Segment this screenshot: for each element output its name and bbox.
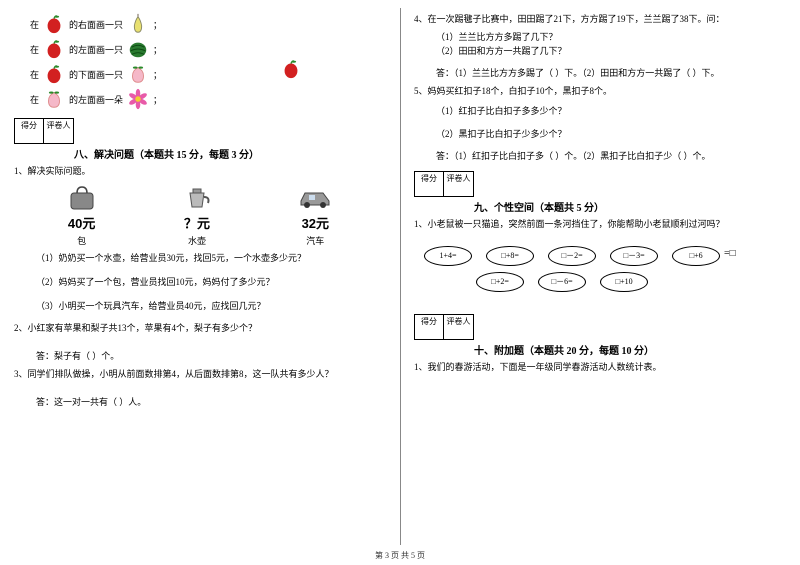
relation-text: 的下面画一只 (69, 68, 123, 81)
bag-price: 40元 (68, 213, 95, 232)
q3-answer: 答：这一对一共有（ ）人。 (36, 395, 386, 409)
q4-answer: 答：（1）兰兰比方方多踢了（ ）下。（2）田田和方方一共踢了（ ）下。 (436, 66, 786, 80)
q4-sub2: （2）田田和方方一共踢了几下？ (436, 44, 786, 58)
river-bubbles: 1+4= □+8= □－2= □－3= □+6 □+2= □－6= □+10 =… (424, 240, 786, 300)
left-column: 在 的右面画一只 ；在 的左面画一只 ；在 的下面画一只 ；在 的左面画一朵 ；… (0, 0, 400, 565)
grader-cell: 评卷人 (444, 171, 474, 197)
apple-icon (43, 38, 65, 60)
bubble: □+6 (672, 246, 720, 266)
position-row: 在 的右面画一只 ； (30, 13, 386, 35)
question-3: 3、同学们排队做操，小明从前面数排第4，从后面数排第8，这一队共有多少人？ (14, 368, 386, 382)
prefix-text: 在 (30, 93, 39, 106)
bubble: □+8= (486, 246, 534, 266)
semicolon: ； (153, 93, 162, 106)
flower-icon (127, 88, 149, 110)
bag-label: 包 (77, 234, 86, 247)
pear-icon (127, 13, 149, 35)
right-column: 4、在一次踢毽子比赛中，田田踢了21下，方方踢了19下，兰兰踢了38下。问： （… (400, 0, 800, 565)
kettle-icon (180, 183, 214, 211)
section-9-title: 九、个性空间（本题共 5 分） (474, 199, 786, 214)
car-price: 32元 (302, 213, 329, 232)
question-5: 5、妈妈买红扣子18个，白扣子10个，黑扣子8个。 (414, 85, 786, 99)
peach-icon (43, 88, 65, 110)
q9-1: 1、小老鼠被一只猫追，突然前面一条河挡住了，你能帮助小老鼠顺利过河吗？ (414, 218, 786, 232)
bubble: □－6= (538, 272, 586, 292)
section-8-title: 八、解决问题（本题共 15 分，每题 3 分） (74, 146, 386, 161)
apple-icon (43, 63, 65, 85)
score-cell: 得分 (14, 118, 44, 144)
semicolon: ； (153, 68, 162, 81)
prefix-text: 在 (30, 68, 39, 81)
q4-sub1: （1）兰兰比方方多踢了几下？ (436, 30, 786, 44)
q1-sub1: （1）奶奶买一个水壶，给营业员30元，找回5元，一个水壶多少元？ (36, 251, 386, 265)
relation-text: 的左面画一只 (69, 43, 123, 56)
watermelon-icon (127, 38, 149, 60)
item-bag: 40元 包 (65, 183, 99, 247)
kettle-price: ？元 (184, 213, 210, 232)
car-label: 汽车 (306, 234, 324, 247)
q1-sub3: （3）小明买一个玩具汽车，给营业员40元，应找回几元？ (36, 299, 386, 313)
score-box-2: 得分 评卷人 (414, 171, 786, 197)
question-4: 4、在一次踢毽子比赛中，田田踢了21下，方方踢了19下，兰兰踢了38下。问： (414, 13, 786, 27)
q5-answer: 答：（1）红扣子比白扣子多（ ）个。（2）黑扣子比白扣子少（ ）个。 (436, 149, 786, 163)
score-cell: 得分 (414, 171, 444, 197)
items-row: 40元 包 ？元 水壶 32元 汽车 (24, 183, 376, 247)
q10-1: 1、我们的春游活动，下面是一年级同学春游活动人数统计表。 (414, 361, 786, 375)
bubble: □－2= (548, 246, 596, 266)
kettle-label: 水壶 (188, 234, 206, 247)
relation-text: 的右面画一只 (69, 18, 123, 31)
q5-sub2: （2）黑扣子比白扣子少多少个？ (436, 127, 786, 141)
floating-apple-icon (280, 58, 302, 82)
semicolon: ； (153, 43, 162, 56)
peach-icon (127, 63, 149, 85)
section-10-title: 十、附加题（本题共 20 分，每题 10 分） (474, 342, 786, 357)
bag-icon (65, 183, 99, 211)
prefix-text: 在 (30, 43, 39, 56)
apple-icon (43, 13, 65, 35)
question-1: 1、解决实际问题。 (14, 165, 386, 179)
grader-cell: 评卷人 (44, 118, 74, 144)
q1-sub2: （2）妈妈买了一个包，营业员找回10元，妈妈付了多少元？ (36, 275, 386, 289)
position-row: 在 的下面画一只 ； (30, 63, 386, 85)
semicolon: ； (153, 18, 162, 31)
bubble: 1+4= (424, 246, 472, 266)
eq-end: =□ (724, 248, 736, 259)
score-box-3: 得分 评卷人 (414, 314, 786, 340)
q2-answer: 答：梨子有（ ）个。 (36, 349, 386, 363)
relation-text: 的左面画一朵 (69, 93, 123, 106)
prefix-text: 在 (30, 18, 39, 31)
item-car: 32元 汽车 (295, 183, 335, 247)
item-kettle: ？元 水壶 (180, 183, 214, 247)
grader-cell: 评卷人 (444, 314, 474, 340)
q5-sub1: （1）红扣子比白扣子多多少个？ (436, 104, 786, 118)
question-2: 2、小红家有苹果和梨子共13个，苹果有4个，梨子有多少个？ (14, 322, 386, 336)
position-row: 在 的左面画一朵 ； (30, 88, 386, 110)
bubble: □+10 (600, 272, 648, 292)
bubble: □－3= (610, 246, 658, 266)
score-cell: 得分 (414, 314, 444, 340)
bubble: □+2= (476, 272, 524, 292)
position-row: 在 的左面画一只 ； (30, 38, 386, 60)
car-icon (295, 183, 335, 211)
score-box: 得分 评卷人 (14, 118, 386, 144)
page-footer: 第 3 页 共 5 页 (0, 550, 800, 561)
